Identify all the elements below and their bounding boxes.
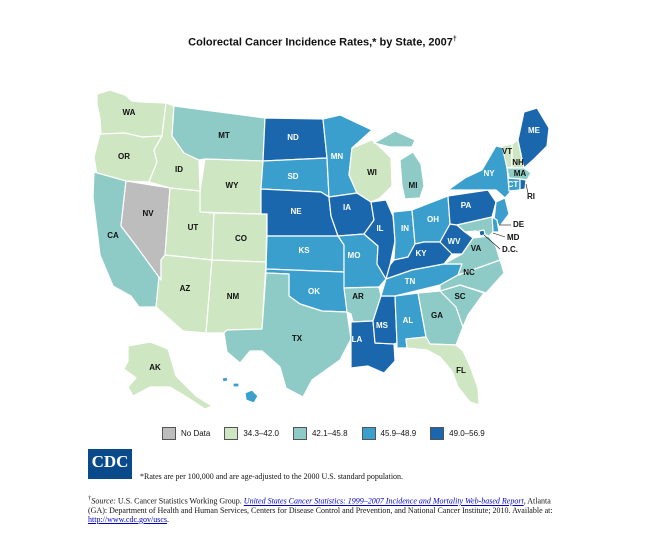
label-KS: KS (298, 246, 310, 255)
label-WY: WY (226, 181, 240, 190)
label-SD: SD (287, 172, 298, 181)
label-TX: TX (292, 334, 303, 343)
cdc-logo[interactable]: CDC (88, 449, 132, 479)
label-IA: IA (343, 203, 351, 212)
map-title: Colorectal Cancer Incidence Rates,* by S… (188, 36, 457, 49)
state-MA[interactable] (506, 167, 532, 181)
label-OK: OK (308, 287, 320, 296)
state-TX[interactable] (223, 272, 352, 398)
label-CO: CO (235, 234, 247, 243)
label-OR: OR (118, 152, 130, 161)
label-NM: NM (227, 292, 240, 301)
label-TN: TN (405, 277, 416, 286)
label-VA: VA (471, 244, 482, 253)
state-MI-up[interactable] (373, 130, 416, 148)
label-AK: AK (149, 363, 161, 372)
label-NC: NC (463, 268, 475, 277)
legend-item-range-1: 34.3–42.0 (224, 427, 279, 440)
label-RI: RI (527, 192, 535, 201)
legend: No Data 34.3–42.0 42.1–45.8 45.9–48.9 49… (162, 427, 499, 440)
label-IL: IL (376, 224, 383, 233)
state-DC[interactable] (478, 229, 486, 237)
label-ND: ND (287, 133, 299, 142)
label-GA: GA (431, 311, 443, 320)
label-LA: LA (352, 335, 363, 344)
callout-labels: RI DE MD D.C. (483, 183, 535, 254)
label-MT: MT (218, 131, 230, 140)
label-NY: NY (483, 169, 495, 178)
label-PA: PA (461, 201, 472, 210)
us-choropleth-map: WA OR CA NV ID MT WY UT CO AZ NM ND SD N… (92, 89, 550, 410)
legend-item-range-4: 49.0–56.9 (430, 427, 485, 440)
label-IN: IN (401, 224, 409, 233)
state-NJ[interactable] (493, 197, 510, 227)
label-DC: D.C. (502, 245, 518, 254)
label-AZ: AZ (180, 284, 191, 293)
state-HI-3[interactable] (221, 376, 229, 383)
label-WI: WI (367, 168, 377, 177)
state-AZ[interactable] (155, 254, 213, 334)
state-AK[interactable] (123, 341, 213, 410)
label-OH: OH (427, 215, 439, 224)
label-AL: AL (403, 316, 414, 325)
label-WA: WA (123, 108, 136, 117)
state-FL[interactable] (405, 336, 480, 406)
label-FL: FL (456, 366, 466, 375)
label-CT: CT (508, 180, 519, 189)
state-HI-2[interactable] (232, 382, 240, 388)
state-MI[interactable] (399, 151, 425, 200)
label-VT: VT (502, 147, 512, 156)
label-NH: NH (512, 158, 524, 167)
label-MO: MO (348, 251, 361, 260)
label-HI: HI (229, 391, 237, 400)
label-SC: SC (454, 292, 465, 301)
label-MN: MN (331, 152, 344, 161)
label-CA: CA (107, 231, 119, 240)
label-NE: NE (290, 207, 302, 216)
legend-item-no-data: No Data (162, 427, 210, 440)
label-ID: ID (175, 165, 183, 174)
legend-item-range-2: 42.1–45.8 (292, 427, 348, 440)
label-MA: MA (514, 169, 527, 178)
label-WV: WV (448, 237, 462, 246)
state-HI[interactable] (244, 389, 259, 404)
label-KY: KY (415, 249, 427, 258)
footnote: *Rates are per 100,000 and are age-adjus… (140, 472, 404, 481)
label-MD: MD (507, 233, 520, 242)
label-AR: AR (352, 292, 364, 301)
label-MS: MS (376, 321, 389, 330)
label-NV: NV (142, 209, 154, 218)
report-link[interactable]: United States Cancer Statistics: 1999–20… (243, 496, 524, 506)
state-labels: WA OR CA NV ID MT WY UT CO AZ NM ND SD N… (107, 108, 540, 400)
legend-item-range-3: 45.9–48.9 (361, 427, 416, 440)
source-citation: †Source: U.S. Cancer Statistics Working … (88, 495, 553, 524)
label-DE: DE (513, 220, 525, 229)
label-MI: MI (409, 181, 418, 190)
label-UT: UT (188, 223, 199, 232)
uscs-url-link[interactable]: http://www.cdc.gov/uscs (88, 514, 168, 524)
state-RI[interactable] (519, 178, 527, 191)
label-ME: ME (528, 126, 541, 135)
state-ME[interactable] (517, 107, 550, 169)
